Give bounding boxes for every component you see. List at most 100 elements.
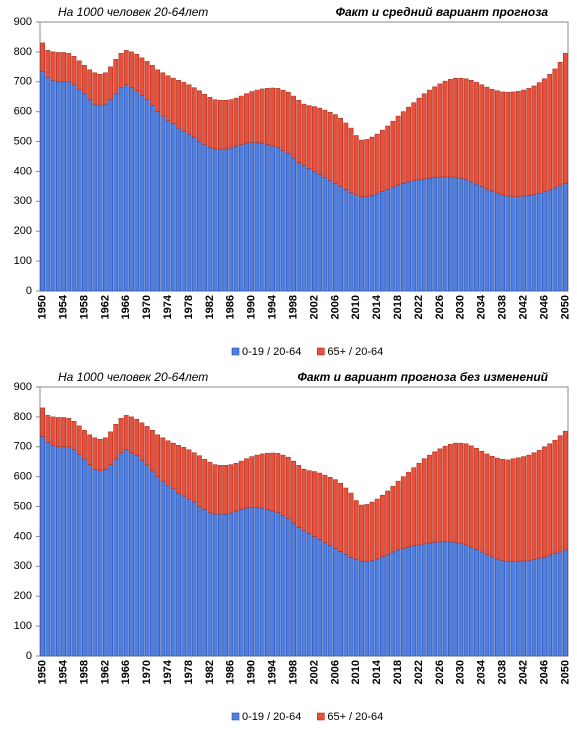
bar <box>390 186 396 292</box>
bar <box>411 467 417 546</box>
bar <box>129 416 134 454</box>
bar <box>296 527 302 657</box>
bar <box>385 125 391 190</box>
bar <box>264 144 270 292</box>
bar <box>123 50 129 86</box>
bar <box>332 183 338 292</box>
bar <box>61 417 66 448</box>
bar <box>176 127 181 292</box>
bar <box>432 542 438 657</box>
bar <box>113 458 119 657</box>
bar <box>390 551 396 657</box>
bar <box>55 417 61 448</box>
bar <box>364 196 370 292</box>
bar <box>400 548 406 657</box>
bar <box>442 541 448 657</box>
bar <box>197 90 202 142</box>
bar <box>296 162 302 292</box>
y-tick-label: 600 <box>14 106 32 118</box>
bar <box>207 462 213 513</box>
bar <box>249 142 255 292</box>
bar <box>557 185 563 292</box>
bar <box>217 513 223 657</box>
x-tick-label: 1978 <box>183 295 195 319</box>
bar <box>327 545 333 657</box>
bar <box>149 430 155 471</box>
bar <box>270 87 276 147</box>
bar <box>427 89 432 179</box>
bar <box>301 103 307 166</box>
bar <box>385 554 391 657</box>
bar <box>332 479 338 549</box>
bar <box>479 186 485 292</box>
x-tick-label: 2038 <box>497 295 509 319</box>
bar <box>45 50 51 78</box>
bar <box>61 81 66 292</box>
bar <box>510 561 516 657</box>
bar <box>437 83 443 178</box>
bar <box>484 86 490 190</box>
x-tick-label: 2018 <box>392 295 404 319</box>
bar <box>212 513 218 657</box>
bar <box>505 195 511 292</box>
x-tick-label: 2042 <box>517 295 529 319</box>
x-tick-label: 2018 <box>392 660 404 684</box>
bar <box>353 194 359 292</box>
bar <box>228 464 234 514</box>
bar <box>244 458 249 509</box>
bar <box>437 448 443 543</box>
bar <box>155 69 161 112</box>
bar <box>228 147 234 292</box>
bar <box>380 494 385 557</box>
bar <box>421 93 427 180</box>
bar <box>437 541 443 657</box>
bar <box>411 545 417 657</box>
bar <box>463 544 469 657</box>
bar <box>176 444 181 494</box>
bar <box>348 492 354 558</box>
bar <box>50 444 56 657</box>
bar <box>385 189 391 292</box>
y-tick-label: 700 <box>14 76 32 88</box>
bar <box>400 111 406 184</box>
bar <box>296 465 302 528</box>
bar <box>238 144 244 292</box>
bar <box>160 115 166 292</box>
bar <box>197 506 202 657</box>
bar <box>270 452 276 512</box>
bar <box>500 560 506 657</box>
bar <box>557 62 563 187</box>
bar <box>275 147 281 292</box>
bar <box>223 513 228 657</box>
bar <box>421 178 427 292</box>
bar <box>301 468 307 531</box>
bar <box>113 424 119 460</box>
bar <box>327 111 333 181</box>
bar <box>442 176 448 292</box>
bar <box>155 111 161 292</box>
bar <box>343 487 349 555</box>
bar <box>353 135 359 196</box>
bar <box>484 554 490 657</box>
bar <box>458 442 464 544</box>
bar <box>521 560 526 657</box>
bar <box>562 549 568 657</box>
legend-swatch <box>317 712 325 721</box>
bar <box>421 543 427 657</box>
bar <box>505 459 511 562</box>
x-tick-label: 2026 <box>434 660 446 684</box>
bar <box>515 196 521 292</box>
bar <box>395 184 401 292</box>
bar <box>312 106 317 172</box>
bar <box>92 437 98 470</box>
bar <box>207 512 213 657</box>
bar <box>526 88 532 196</box>
y-tick-label: 300 <box>14 195 32 207</box>
bar <box>338 482 344 552</box>
bar <box>536 82 542 194</box>
y-tick-label: 600 <box>14 471 32 483</box>
x-tick-label: 1978 <box>183 660 195 684</box>
bar <box>495 192 500 292</box>
bar <box>76 60 82 90</box>
bar <box>317 107 323 175</box>
